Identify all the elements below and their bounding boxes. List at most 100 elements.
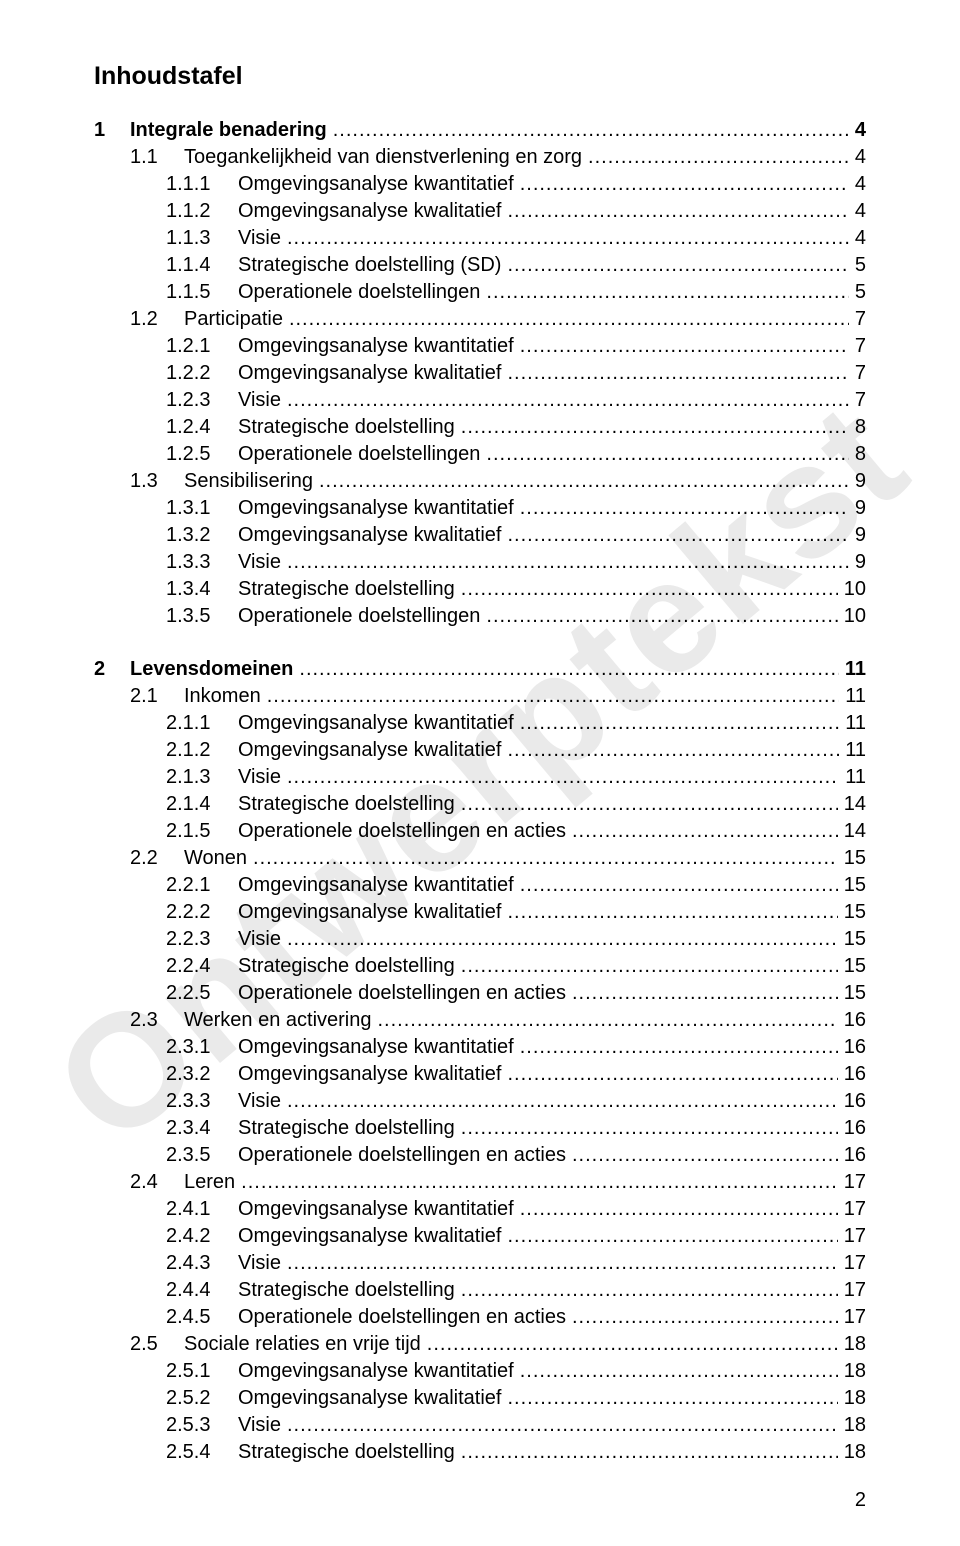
toc-entry-page: 16 bbox=[844, 1061, 866, 1088]
toc-entry: 2.2Wonen15 bbox=[94, 845, 866, 872]
toc-entry-label: Strategische doelstelling bbox=[238, 791, 455, 818]
toc-entry: 1.2.2Omgevingsanalyse kwalitatief7 bbox=[94, 360, 866, 387]
toc-entry-label: Visie bbox=[238, 225, 281, 252]
toc-leader-dots bbox=[461, 791, 838, 818]
toc-entry-label: Visie bbox=[238, 1412, 281, 1439]
toc-entry-label: Toegankelijkheid van dienstverlening en … bbox=[184, 144, 582, 171]
toc-entry-label: Visie bbox=[238, 387, 281, 414]
toc-entry-number: 1.1 bbox=[130, 144, 184, 171]
toc-entry-label: Omgevingsanalyse kwantitatief bbox=[238, 1196, 514, 1223]
toc-leader-dots bbox=[287, 926, 838, 953]
toc-entry-label: Visie bbox=[238, 764, 281, 791]
toc-leader-dots bbox=[461, 1277, 838, 1304]
toc-entry: 2.4.2Omgevingsanalyse kwalitatief17 bbox=[94, 1223, 866, 1250]
toc-entry: 2.4.5Operationele doelstellingen en acti… bbox=[94, 1304, 866, 1331]
toc-entry-page: 4 bbox=[855, 144, 866, 171]
toc-entry: 2.3.4Strategische doelstelling16 bbox=[94, 1115, 866, 1142]
toc-entry: 2.5.1Omgevingsanalyse kwantitatief18 bbox=[94, 1358, 866, 1385]
toc-entry: 1.2.1Omgevingsanalyse kwantitatief7 bbox=[94, 333, 866, 360]
toc-entry-number: 1.3.5 bbox=[166, 603, 238, 630]
toc-leader-dots bbox=[507, 1223, 837, 1250]
toc-entry-number: 2.1.2 bbox=[166, 737, 238, 764]
toc-entry: 1.1.3Visie4 bbox=[94, 225, 866, 252]
toc-entry-number: 2.4 bbox=[130, 1169, 184, 1196]
toc-entry-page: 18 bbox=[844, 1358, 866, 1385]
toc-entry-page: 18 bbox=[844, 1331, 866, 1358]
toc-entry: 1.3.3Visie9 bbox=[94, 549, 866, 576]
toc-entry-page: 4 bbox=[855, 117, 866, 144]
toc-leader-dots bbox=[507, 198, 848, 225]
toc-leader-dots bbox=[287, 764, 839, 791]
toc-entry-label: Strategische doelstelling bbox=[238, 576, 455, 603]
toc-leader-dots bbox=[507, 360, 848, 387]
toc-entry-number: 1.3.1 bbox=[166, 495, 238, 522]
toc-entry: 2.5.2Omgevingsanalyse kwalitatief18 bbox=[94, 1385, 866, 1412]
toc-entry-page: 5 bbox=[855, 252, 866, 279]
toc-entry: 2.1.3Visie11 bbox=[94, 764, 866, 791]
toc-entry-number: 2.1.5 bbox=[166, 818, 238, 845]
toc-entry-number: 2.2.2 bbox=[166, 899, 238, 926]
toc-entry-number: 2.5 bbox=[130, 1331, 184, 1358]
toc-entry-page: 11 bbox=[845, 710, 866, 737]
toc-entry-page: 15 bbox=[844, 899, 866, 926]
toc-entry-number: 2.1.4 bbox=[166, 791, 238, 818]
toc-leader-dots bbox=[319, 468, 849, 495]
toc-entry-page: 10 bbox=[844, 576, 866, 603]
toc-entry-page: 9 bbox=[855, 468, 866, 495]
toc-entry: 2.1.1Omgevingsanalyse kwantitatief 11 bbox=[94, 710, 866, 737]
toc-leader-dots bbox=[572, 818, 838, 845]
toc-entry-number: 2.1.1 bbox=[166, 710, 238, 737]
toc-leader-dots bbox=[461, 953, 838, 980]
toc-entry: 2.4.3Visie17 bbox=[94, 1250, 866, 1277]
toc-entry: 1.1.4Strategische doelstelling (SD)5 bbox=[94, 252, 866, 279]
toc-entry: 2.2.5Operationele doelstellingen en acti… bbox=[94, 980, 866, 1007]
toc-entry-page: 4 bbox=[855, 225, 866, 252]
toc-entry: 1.1Toegankelijkheid van dienstverlening … bbox=[94, 144, 866, 171]
toc-entry-page: 16 bbox=[844, 1088, 866, 1115]
toc-entry-number: 1.1.4 bbox=[166, 252, 238, 279]
toc-entry: 1.3.1Omgevingsanalyse kwantitatief9 bbox=[94, 495, 866, 522]
toc-leader-dots bbox=[507, 252, 848, 279]
toc-entry: 2.1.5Operationele doelstellingen en acti… bbox=[94, 818, 866, 845]
toc-entry-page: 17 bbox=[844, 1250, 866, 1277]
toc-entry-label: Visie bbox=[238, 926, 281, 953]
toc-entry: 2.2.4Strategische doelstelling15 bbox=[94, 953, 866, 980]
toc-leader-dots bbox=[287, 549, 849, 576]
toc-leader-dots bbox=[378, 1007, 838, 1034]
toc-entry: 2.4.4Strategische doelstelling17 bbox=[94, 1277, 866, 1304]
toc-entry-page: 18 bbox=[844, 1439, 866, 1466]
toc-entry-page: 15 bbox=[844, 845, 866, 872]
toc-entry-label: Omgevingsanalyse kwalitatief bbox=[238, 1223, 501, 1250]
toc-entry-label: Visie bbox=[238, 1088, 281, 1115]
toc-entry-page: 11 bbox=[845, 764, 866, 791]
toc-entry-label: Omgevingsanalyse kwantitatief bbox=[238, 710, 514, 737]
toc-entry: 2.1.4Strategische doelstelling 14 bbox=[94, 791, 866, 818]
toc-entry: 1.3.5Operationele doelstellingen10 bbox=[94, 603, 866, 630]
toc-entry-label: Wonen bbox=[184, 845, 247, 872]
toc-entry-page: 14 bbox=[844, 791, 866, 818]
toc-entry-label: Omgevingsanalyse kwantitatief bbox=[238, 171, 514, 198]
toc-entry-page: 17 bbox=[844, 1169, 866, 1196]
toc-leader-dots bbox=[287, 387, 849, 414]
toc-leader-dots bbox=[507, 737, 839, 764]
toc-leader-dots bbox=[486, 441, 848, 468]
toc-leader-dots bbox=[287, 1412, 838, 1439]
toc-entry-label: Strategische doelstelling bbox=[238, 1277, 455, 1304]
toc-leader-dots bbox=[241, 1169, 838, 1196]
toc-leader-dots bbox=[520, 872, 838, 899]
toc-leader-dots bbox=[572, 980, 838, 1007]
toc-entry-number: 2.4.2 bbox=[166, 1223, 238, 1250]
toc-entry-page: 14 bbox=[844, 818, 866, 845]
toc-entry-page: 17 bbox=[844, 1304, 866, 1331]
toc-entry-page: 18 bbox=[844, 1385, 866, 1412]
toc-entry: 2.5.4Strategische doelstelling18 bbox=[94, 1439, 866, 1466]
toc-leader-dots bbox=[486, 603, 837, 630]
toc-entry-label: Omgevingsanalyse kwantitatief bbox=[238, 333, 514, 360]
toc-leader-dots bbox=[520, 333, 849, 360]
toc-leader-dots bbox=[267, 683, 840, 710]
toc-leader-dots bbox=[507, 1385, 837, 1412]
toc-entry-number: 2.5.4 bbox=[166, 1439, 238, 1466]
toc-entry-number: 1.2.1 bbox=[166, 333, 238, 360]
toc-entry-number: 2.4.1 bbox=[166, 1196, 238, 1223]
toc-leader-dots bbox=[461, 1439, 838, 1466]
